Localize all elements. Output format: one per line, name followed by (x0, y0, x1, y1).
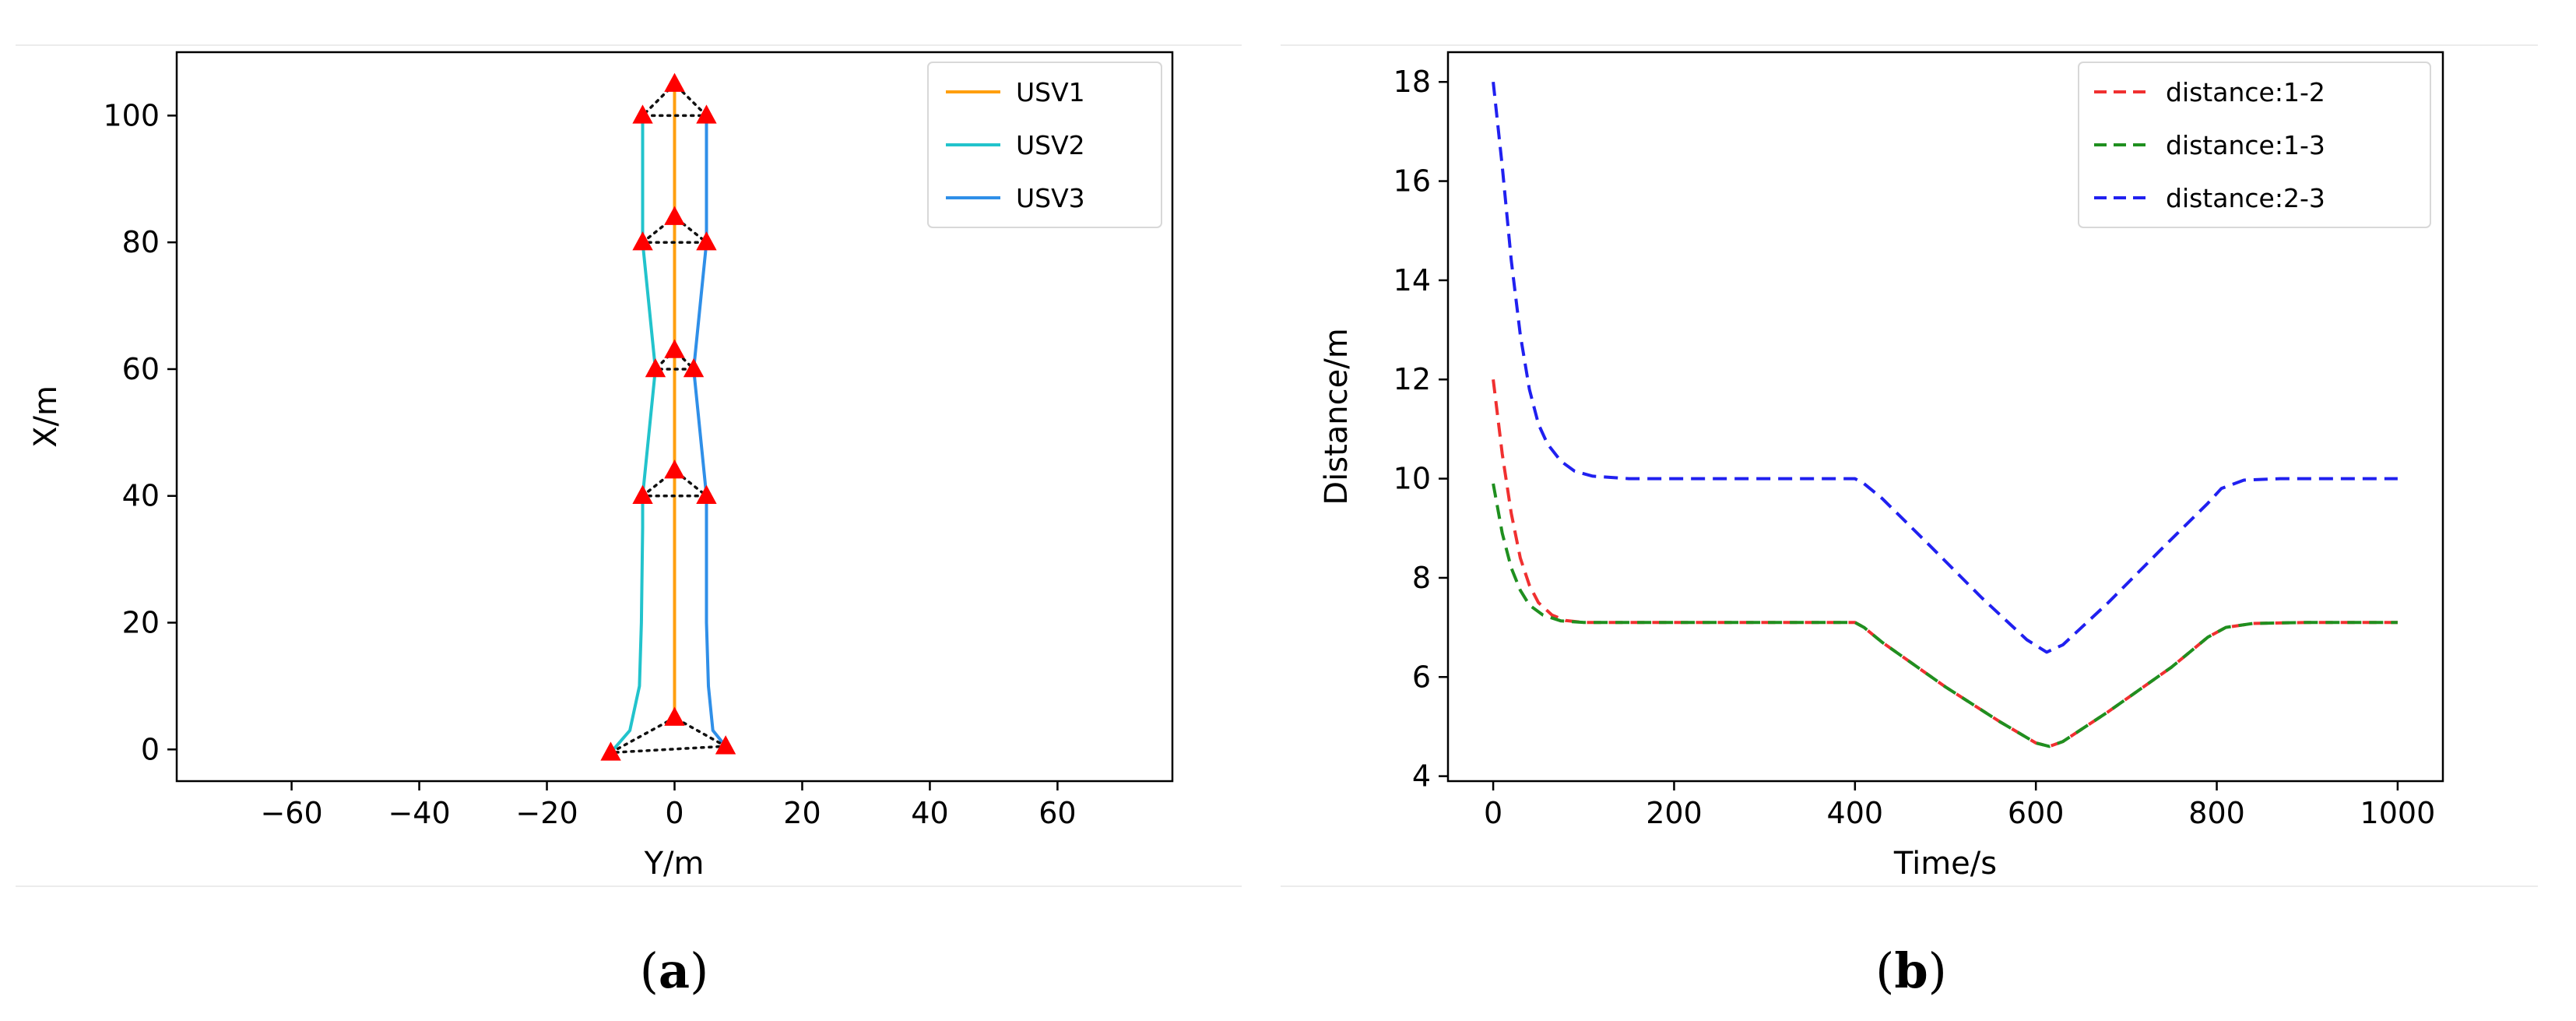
panel-a-x-tick-label-40: 40 (911, 796, 948, 830)
panel-a-legend-box (927, 62, 1162, 228)
panel-b-y-tick-label-16: 16 (1393, 164, 1431, 199)
panel-b-y-tick-label-18: 18 (1393, 65, 1431, 99)
panel-a-y-tick-label-40: 40 (122, 479, 160, 513)
panel-a-y-tick-label-0: 0 (141, 732, 160, 766)
panel-b-y-tick-label-4: 4 (1412, 759, 1431, 794)
panel-a-formation-triangle-1 (638, 468, 711, 498)
panel-a-ticks: −60 −40 −20 0 20 40 60 0 20 40 60 80 100 (103, 98, 1076, 830)
panel-a-caption-letter: a (659, 942, 690, 999)
panel-b-x-tick-label-400: 400 (1827, 796, 1884, 830)
panel-b-plot-area (1492, 81, 2398, 748)
panel-a-position-marker-2 (715, 735, 736, 755)
legend-label-usv3: USV3 (1016, 183, 1085, 213)
panel-b-x-tick-label-600: 600 (2008, 796, 2065, 830)
panel-b-caption-open: ( (1875, 942, 1894, 999)
panel-a-position-marker-9 (664, 206, 685, 225)
panel-b-x-tick-label-0: 0 (1484, 796, 1502, 830)
panel-b-x-tick-label-200: 200 (1646, 796, 1703, 830)
panel-a-x-tick-label-60: 60 (1038, 796, 1076, 830)
panel-a-position-marker-14 (696, 104, 717, 124)
panel-a-formation-triangle-3 (638, 215, 711, 244)
panel-b-series-distance-2-3 (1492, 81, 2398, 654)
panel-b-y-tick-label-12: 12 (1393, 362, 1431, 396)
panel-a-y-tick-label-80: 80 (122, 225, 160, 259)
panel-b-x-tick-label-800: 800 (2188, 796, 2245, 830)
panel-a-formation-triangle-4 (639, 82, 710, 118)
panel-a-y-tick-label-100: 100 (103, 98, 160, 132)
panel-b-x-axis-label: Time/s (1893, 846, 1997, 882)
panel-a-formation-triangle-2 (652, 348, 698, 371)
panel-b-legend: distance:1-2 distance:1-3 distance:2-3 (2078, 62, 2431, 228)
panel-b-y-tick-label-8: 8 (1412, 561, 1431, 595)
panel-b-x-tick-label-1000: 1000 (2360, 796, 2436, 830)
panel-a-y-axis-label: X/m (28, 386, 64, 448)
panel-a-trajectory-chart: −60 −40 −20 0 20 40 60 0 20 40 60 80 100 Y/m X/m USV… (28, 51, 1174, 999)
panel-b-axes-frame (1446, 51, 2444, 783)
panel-a-position-marker-0 (664, 706, 685, 726)
panel-a-caption: (a) (640, 942, 709, 999)
panel-a-position-marker-5 (696, 484, 717, 504)
panel-a-x-tick-label-20: 20 (783, 796, 821, 830)
panel-b-y-tick-label-6: 6 (1412, 660, 1431, 694)
panel-b-caption-letter: b (1894, 942, 1928, 999)
panel-a-plot-area (600, 72, 736, 761)
panel-b-series-distance-1-3 (1492, 483, 2398, 748)
panel-b-y-tick-label-14: 14 (1393, 263, 1431, 297)
panel-a-x-tick-label-20: −20 (515, 796, 578, 830)
panel-b-y-tick-label-10: 10 (1393, 462, 1431, 496)
panel-b-ticks: 0 200 400 600 800 1000 4 6 8 10 12 14 16 18 (1393, 65, 2436, 830)
panel-a-position-marker-11 (696, 231, 717, 251)
panel-a-formation-triangle-0 (610, 716, 731, 755)
legend-label-usv2: USV2 (1016, 130, 1085, 160)
panel-a-caption-close: ) (690, 942, 708, 999)
panel-a-position-marker-12 (664, 72, 685, 92)
panel-a-position-marker-6 (664, 339, 685, 358)
panel-a-position-marker-13 (632, 104, 653, 124)
panel-b-legend-box (2078, 62, 2431, 228)
legend-label-distance-1-3: distance:1-3 (2166, 130, 2325, 160)
panel-a-position-marker-10 (632, 231, 653, 251)
panel-a-position-marker-4 (632, 484, 653, 504)
panel-a-y-tick-label-60: 60 (122, 352, 160, 386)
panel-a-series-usv2 (609, 115, 657, 754)
panel-a-position-marker-3 (664, 459, 685, 479)
panel-a-position-marker-7 (645, 357, 666, 378)
panel-a-series-usv3 (692, 115, 727, 748)
legend-label-distance-1-2: distance:1-2 (2166, 77, 2325, 107)
panel-a-x-tick-label-0: 0 (665, 796, 684, 830)
panel-a-legend: USV1 USV2 USV3 (927, 62, 1162, 228)
panel-b-caption: (b) (1875, 942, 1947, 999)
panel-b-distance-chart: 0 200 400 600 800 1000 4 6 8 10 12 14 16 18 Time/s Di… (1319, 51, 2444, 999)
panel-a-x-tick-label-40: −40 (388, 796, 450, 830)
panel-a-caption-open: ( (640, 942, 659, 999)
panel-b-caption-close: ) (1928, 942, 1947, 999)
panel-a-x-axis-label: Y/m (644, 846, 705, 882)
panel-a-position-marker-1 (600, 741, 621, 761)
panel-b-y-axis-label: Distance/m (1319, 328, 1355, 505)
legend-label-usv1: USV1 (1016, 77, 1085, 107)
panel-a-position-marker-8 (683, 357, 705, 378)
legend-label-distance-2-3: distance:2-3 (2166, 183, 2325, 213)
panel-a-x-tick-label-60: −60 (260, 796, 322, 830)
panel-a-y-tick-label-20: 20 (122, 606, 160, 640)
